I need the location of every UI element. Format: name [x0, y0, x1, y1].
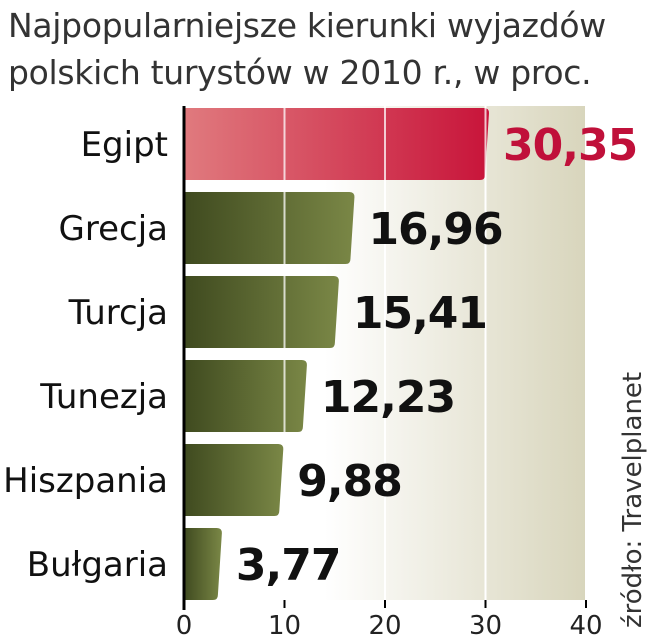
x-tick-label: 30 [469, 611, 502, 640]
bar [184, 192, 355, 264]
x-tick-label: 10 [268, 611, 301, 640]
x-tick-label: 0 [176, 611, 193, 640]
value-label: 15,41 [353, 288, 487, 339]
chart-title-block: Najpopularniejsze kierunki wyjazdów pols… [8, 2, 638, 96]
category-label: Bułgaria [27, 545, 168, 585]
chart-subtitle: polskich turystów w 2010 r., w proc. [8, 53, 592, 92]
bar [184, 276, 339, 348]
value-label: 30,35 [503, 120, 637, 171]
category-label: Grecja [59, 209, 168, 249]
category-label: Egipt [81, 125, 168, 165]
bar [184, 528, 222, 600]
category-label: Tunezja [39, 377, 168, 417]
x-tick-label: 40 [569, 611, 602, 640]
bar-highlight [184, 108, 490, 180]
category-label: Hiszpania [3, 461, 168, 501]
chart-title: Najpopularniejsze kierunki wyjazdów [8, 6, 606, 45]
category-label: Turcja [68, 293, 168, 333]
value-label: 12,23 [321, 372, 455, 423]
value-label: 9,88 [297, 456, 402, 507]
value-label: 3,77 [236, 540, 341, 591]
bar [184, 444, 284, 516]
bar [184, 360, 307, 432]
value-label: 16,96 [368, 204, 502, 255]
source-note: źródło: Travelplanet [618, 371, 648, 628]
x-tick-label: 20 [368, 611, 401, 640]
